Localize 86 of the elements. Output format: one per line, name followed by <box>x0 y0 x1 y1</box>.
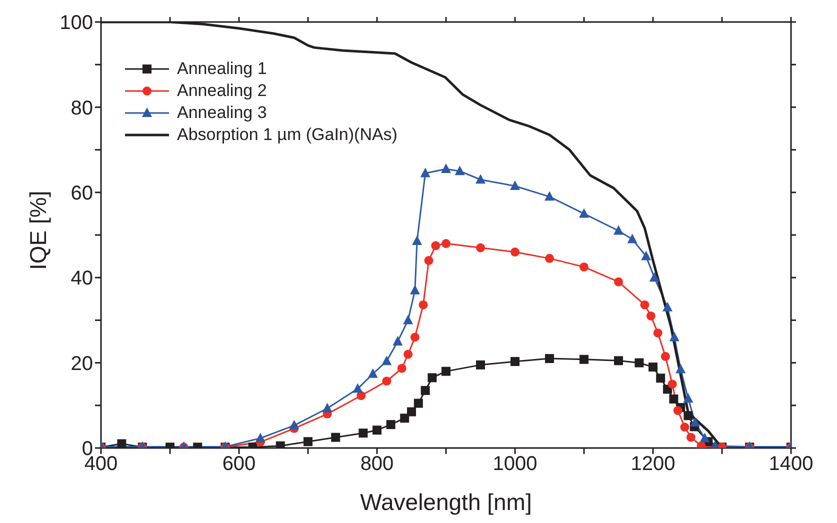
point <box>428 373 437 382</box>
point <box>410 284 420 294</box>
point <box>545 354 554 364</box>
point <box>649 272 660 282</box>
point <box>382 356 392 366</box>
y-tick-label: 80 <box>70 97 93 120</box>
point <box>676 364 686 374</box>
point <box>580 262 588 272</box>
point <box>614 277 623 286</box>
point <box>660 352 670 361</box>
point <box>580 354 588 364</box>
legend-label: Annealing 1 <box>177 58 267 80</box>
x-tick-label: 1200 <box>630 453 676 476</box>
point <box>614 356 623 366</box>
legend-label: Absorption 1 µm (GaIn)(NAs) <box>177 124 398 146</box>
y-axis-title: IQE [%] <box>25 190 52 270</box>
legend-label: Annealing 2 <box>177 80 267 102</box>
y-tick-label: 40 <box>70 268 93 290</box>
y-tick-label: 20 <box>70 352 93 375</box>
x-axis-title: Wavelength [nm] <box>360 489 532 515</box>
point <box>304 437 312 446</box>
point <box>289 420 300 430</box>
point <box>414 398 423 408</box>
point <box>669 332 680 342</box>
point <box>510 248 520 257</box>
point <box>403 314 414 324</box>
point <box>372 426 382 435</box>
point <box>476 360 485 370</box>
point <box>441 163 451 173</box>
point <box>404 350 413 359</box>
point <box>420 386 430 395</box>
point <box>683 393 694 403</box>
x-tick-label: 800 <box>360 453 394 476</box>
y-tick-label: 100 <box>60 12 93 34</box>
point <box>476 243 485 252</box>
point <box>641 250 652 260</box>
point <box>510 180 520 190</box>
legend-label: Annealing 3 <box>177 102 267 124</box>
point <box>476 174 486 184</box>
y-tick-label: 60 <box>70 182 93 204</box>
point <box>442 239 450 248</box>
point <box>640 300 650 310</box>
point <box>418 300 428 310</box>
point <box>668 380 677 389</box>
point <box>392 336 403 346</box>
point <box>352 383 363 393</box>
point <box>358 428 368 438</box>
point <box>510 357 520 366</box>
point <box>255 432 266 442</box>
point <box>382 376 392 386</box>
point <box>420 168 430 178</box>
point <box>662 302 672 312</box>
point <box>579 208 589 218</box>
point <box>368 368 378 378</box>
point <box>673 406 682 416</box>
point <box>656 374 666 383</box>
point <box>410 332 420 342</box>
x-tick-label: 600 <box>222 453 256 476</box>
point <box>634 358 644 368</box>
point <box>545 254 554 263</box>
x-tick-label: 1400 <box>768 453 814 476</box>
point <box>684 411 693 420</box>
point <box>442 366 450 376</box>
point <box>686 432 696 442</box>
point <box>690 416 700 426</box>
point <box>431 241 440 250</box>
point <box>117 439 126 448</box>
point <box>407 407 416 416</box>
point <box>646 311 656 320</box>
point <box>400 414 410 423</box>
x-tick-label: 1000 <box>492 453 538 476</box>
point <box>544 191 554 201</box>
point <box>680 422 690 432</box>
point <box>454 166 465 176</box>
point <box>331 432 340 442</box>
point <box>653 328 662 338</box>
point <box>386 420 396 430</box>
point <box>669 394 678 404</box>
point <box>627 234 638 244</box>
point <box>614 225 624 235</box>
point <box>648 362 658 372</box>
point <box>700 432 710 442</box>
point <box>397 364 406 373</box>
point <box>412 235 422 245</box>
point <box>424 256 434 266</box>
point <box>322 402 332 412</box>
